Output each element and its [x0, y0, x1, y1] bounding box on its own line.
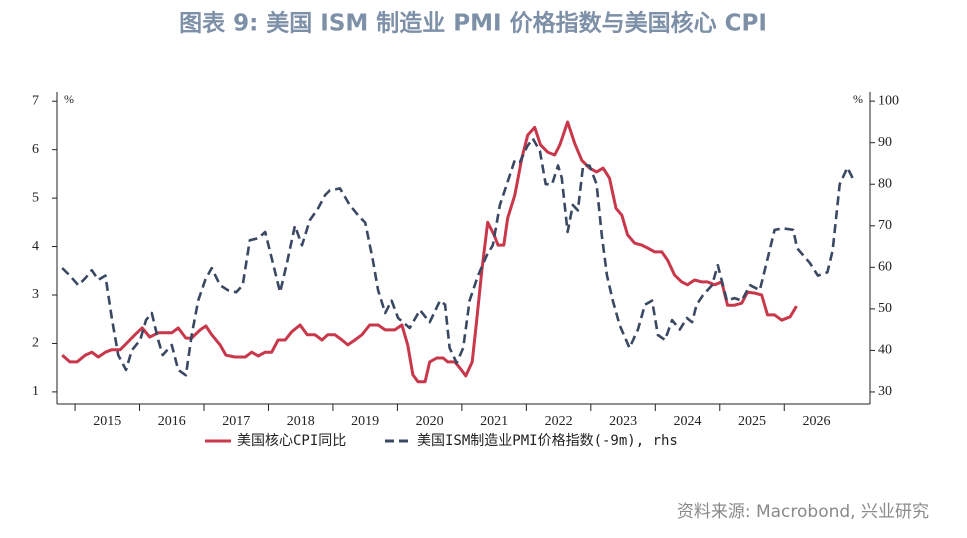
- y-unit: %: [64, 92, 74, 106]
- y-tick-label: 5: [32, 190, 39, 205]
- x-tick-label: 2023: [609, 414, 637, 429]
- x-tick-label: 2017: [222, 414, 250, 429]
- y2-tick-label: 90: [878, 135, 892, 150]
- legend-label: 美国ISM制造业PMI价格指数(-9m), rhs: [417, 433, 678, 449]
- x-tick-label: 2026: [802, 414, 830, 429]
- y2-tick-label: 70: [878, 218, 892, 233]
- series-line: [61, 137, 854, 377]
- y2-unit: %: [853, 92, 863, 106]
- x-tick-label: 2015: [93, 414, 121, 429]
- x-tick-label: 2016: [158, 414, 186, 429]
- y2-tick-label: 40: [878, 343, 892, 358]
- x-tick-label: 2020: [416, 414, 444, 429]
- series-line: [61, 120, 798, 384]
- x-tick-label: 2024: [674, 414, 702, 429]
- x-tick-label: 2019: [351, 414, 379, 429]
- y-tick-label: 1: [32, 384, 39, 399]
- x-tick-label: 2025: [738, 414, 766, 429]
- y-tick-label: 6: [32, 142, 39, 157]
- chart-title: 图表 9: 美国 ISM 制造业 PMI 价格指数与美国核心 CPI: [179, 10, 767, 37]
- x-tick-label: 2018: [287, 414, 315, 429]
- y2-tick-label: 60: [878, 260, 892, 275]
- y-tick-label: 4: [32, 239, 39, 254]
- y2-tick-label: 80: [878, 176, 892, 191]
- y-tick-label: 2: [32, 336, 39, 351]
- y-tick-label: 3: [32, 287, 39, 302]
- y2-tick-label: 100: [878, 93, 899, 108]
- source: 资料来源: Macrobond, 兴业研究: [677, 502, 929, 522]
- x-tick-label: 2022: [545, 414, 573, 429]
- y2-tick-label: 50: [878, 301, 892, 316]
- x-tick-label: 2021: [480, 414, 508, 429]
- y-tick-label: 7: [32, 93, 39, 108]
- y2-tick-label: 30: [878, 384, 892, 399]
- legend-label: 美国核心CPI同比: [237, 433, 346, 449]
